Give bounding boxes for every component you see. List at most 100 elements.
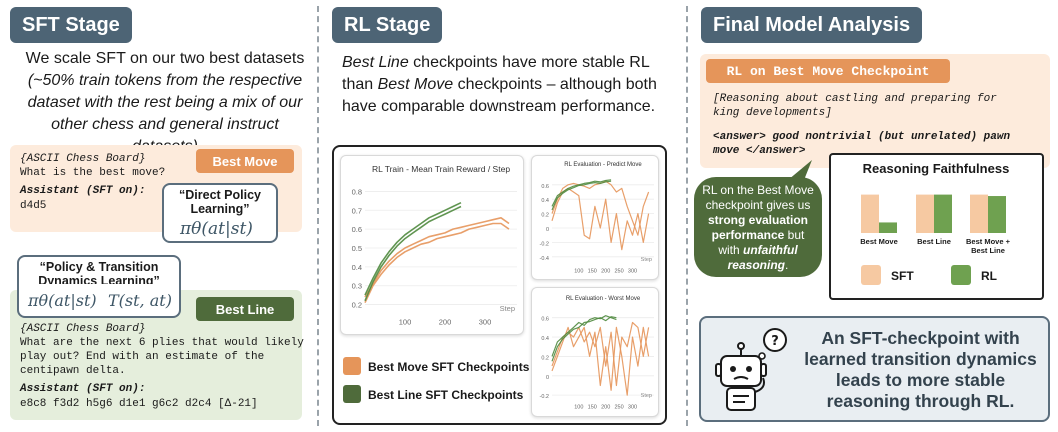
x-tick-label: 200: [601, 269, 610, 275]
y-tick-label: 0.4: [541, 336, 549, 342]
x-axis-label: Step: [641, 393, 652, 399]
legend-green-label: Best Line SFT Checkpoints: [368, 388, 524, 402]
predict-move-svg: RL Evaluation - Predict Move -0.4 -0.2 0 0.2…: [540, 162, 654, 275]
callout-line: checkpoint gives us: [705, 198, 811, 212]
predict-move-chart: RL Evaluation - Predict Move -0.4 -0.2 0 0.2…: [531, 155, 659, 280]
legend-green-swatch: [343, 385, 361, 403]
analysis-reasoning: [Reasoning about castling and preparing …: [713, 93, 997, 105]
best-move-question: What is the best move?: [20, 167, 166, 179]
bar: [879, 222, 897, 233]
analysis-callout: RL on the Best Move checkpoint gives us …: [694, 177, 822, 277]
y-tick-label: 0.2: [352, 301, 362, 310]
x-tick-label: 200: [601, 405, 610, 411]
best-move-board: {ASCII Chess Board}: [20, 153, 146, 165]
best-move-answer: d4d5: [20, 200, 47, 212]
x-tick-label: 100: [574, 269, 583, 275]
callout-line: with unfaithful: [694, 243, 822, 258]
chart-title: RL Evaluation - Predict Move: [564, 162, 642, 168]
best-line-tag-label: Best Line: [215, 301, 275, 317]
series-line: [364, 216, 510, 298]
best-line-assistant: Assistant (SFT on):: [20, 383, 146, 395]
y-tick-label: -0.4: [540, 256, 549, 262]
worst-move-chart: RL Evaluation - Worst Move -0.2 0 0.2 0.4 0.6…: [531, 287, 659, 417]
series-line: [551, 180, 612, 211]
conclusion-text: An SFT-checkpoint with learned transitio…: [793, 328, 1048, 412]
x-axis-label: Step: [641, 257, 652, 263]
legend-swatch: [951, 265, 971, 285]
best-line-board: {ASCII Chess Board}: [20, 323, 146, 335]
sft-intro-line: dataset with the rest being a mix of our: [27, 94, 303, 111]
bar: [934, 194, 952, 233]
sft-stage-title: SFT Stage: [22, 13, 120, 36]
bar: [861, 194, 879, 233]
x-tick-label: 100: [399, 318, 412, 327]
callout-line: RL on the Best Move: [702, 183, 814, 197]
y-tick-label: 0.2: [541, 213, 549, 219]
x-tick-label: 300: [628, 405, 637, 411]
y-tick-label: 0.6: [352, 225, 362, 234]
dynamics-box-lower: [17, 284, 181, 318]
best-line-answer: e8c8 f3d2 h5g6 d1e1 g6c2 d2c4 [Δ-21]: [20, 398, 258, 410]
x-tick-label: 150: [588, 269, 597, 275]
rl-intro-line: have comparable downstream performance.: [342, 98, 656, 115]
rl-intro-line: Best Line checkpoints have more stable R…: [342, 52, 677, 74]
legend-orange-swatch: [343, 357, 361, 375]
best-line-tag: Best Line: [196, 297, 294, 321]
callout-line: performance but: [694, 228, 822, 243]
y-tick-label: 0.8: [352, 187, 362, 196]
x-tick-label: 200: [439, 318, 452, 327]
sft-intro-line: We scale SFT on our two best datasets: [25, 50, 305, 67]
direct-policy-title-line: Learning”: [190, 202, 250, 216]
worst-move-svg: RL Evaluation - Worst Move -0.2 0 0.2 0.4 0.6…: [540, 296, 654, 411]
y-tick-label: 0.6: [541, 317, 549, 323]
analysis-title: Final Model Analysis: [713, 13, 911, 36]
x-tick-label: 250: [615, 269, 624, 275]
callout-rest: but: [784, 228, 805, 242]
series-line: [364, 205, 462, 302]
rl-intro-line: than Best Move checkpoints – although bo…: [342, 74, 677, 96]
callout-em: unfaithful: [743, 243, 798, 257]
y-tick-label: 0.6: [541, 184, 549, 190]
callout-rest: with: [718, 243, 744, 257]
y-tick-label: 0: [546, 375, 549, 381]
x-tick-label: 250: [615, 405, 624, 411]
direct-policy-title-line: “Direct Policy: [179, 188, 261, 202]
x-tick-label: 300: [479, 318, 492, 327]
conclusion-line: learned transition dynamics: [804, 349, 1037, 369]
robot-icon: ?: [715, 328, 787, 411]
rl-intro-part: checkpoints have more stable RL: [408, 54, 650, 71]
direct-policy-title: “Direct Policy Learning”: [164, 188, 276, 216]
y-tick-label: 0.7: [352, 206, 362, 215]
analysis-tag: RL on Best Move Checkpoint: [706, 59, 950, 83]
callout-pointer: [788, 160, 812, 180]
best-move-tag-label: Best Move: [212, 153, 278, 169]
callout-line: strong evaluation: [707, 213, 808, 227]
x-tick-label: Best Move +: [966, 237, 1011, 246]
sft-intro-line: (~50% train tokens from the respective: [27, 72, 303, 89]
chart-title: RL Train - Mean Train Reward / Step: [372, 164, 510, 174]
series-line: [364, 201, 462, 296]
bar: [916, 194, 934, 233]
chart-title: RL Evaluation - Worst Move: [566, 296, 641, 302]
analysis-answer: <answer> good nontrivial (but unrelated)…: [713, 131, 1011, 143]
conclusion-line: An SFT-checkpoint with: [821, 328, 1020, 348]
y-tick-label: -0.2: [540, 241, 549, 247]
rl-intro-part: checkpoints – although both: [453, 76, 657, 93]
legend-orange-label: Best Move SFT Checkpoints: [368, 360, 530, 374]
rl-stage-title: RL Stage: [344, 13, 431, 36]
series-line: [551, 326, 650, 396]
callout-em: reasoning: [727, 258, 785, 272]
series-line: [551, 179, 612, 207]
series-line: [364, 222, 510, 304]
rl-intro-em: Best Move: [377, 76, 454, 93]
best-line-question: centipawn delta.: [20, 365, 126, 377]
legend-label: SFT: [891, 269, 914, 283]
x-tick-label: 300: [628, 269, 637, 275]
callout-bold: performance: [711, 228, 785, 242]
conclusion-box: ? An SFT-checkpoint with learned transit…: [699, 316, 1050, 422]
analysis-answer: move </answer>: [713, 145, 806, 157]
dynamics-title-line: “Policy & Transition: [39, 260, 159, 274]
rl-intro-text: Best Line checkpoints have more stable R…: [342, 52, 677, 118]
x-tick-label: Best Line: [971, 246, 1005, 255]
svg-text:?: ?: [771, 334, 779, 349]
